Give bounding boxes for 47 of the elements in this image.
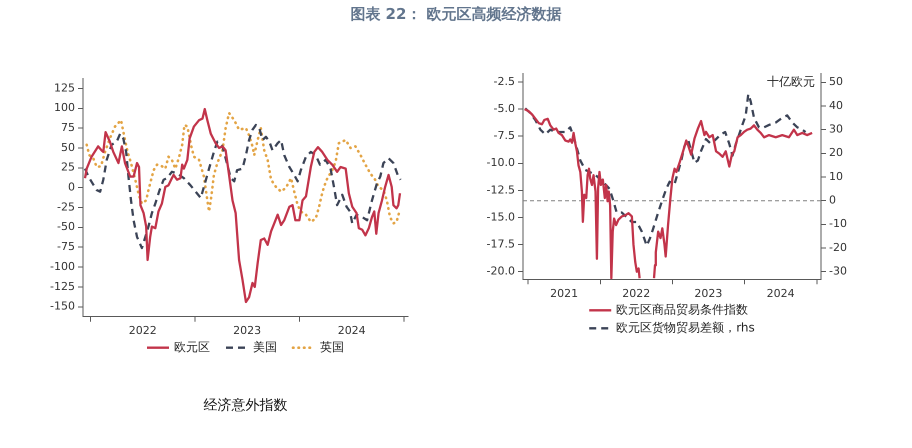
y-tick-label: 50 [61, 140, 75, 154]
legend-label: 欧元区商品贸易条件指数 [616, 302, 748, 316]
y-tick-label: -2.5 [494, 74, 515, 88]
legend-label: 欧元区 [174, 340, 210, 354]
line-series [85, 112, 401, 225]
y-tick-label: -7.5 [494, 129, 515, 142]
y2-tick-label: 40 [829, 98, 843, 112]
x-tick-label: 2024 [338, 324, 366, 338]
y-tick-label: -12.5 [486, 183, 515, 196]
y2-tick-label: -10 [829, 217, 847, 230]
y-tick-label: -125 [50, 280, 75, 293]
line-series [524, 92, 807, 247]
y-tick-label: -25 [57, 200, 75, 214]
y2-axis-title: 十亿欧元 [767, 74, 815, 88]
x-tick-label: 2021 [550, 286, 578, 300]
y2-tick-label: 30 [829, 122, 843, 136]
y-tick-label: -75 [57, 240, 75, 254]
y2-tick-label: -20 [829, 240, 847, 254]
text: 图表 22： 欧元区高频经济数据 [350, 5, 562, 24]
x-tick-label: 2022 [622, 286, 650, 300]
y-tick-label: -50 [57, 220, 75, 234]
y2-tick-label: -30 [829, 264, 847, 278]
x-tick-label: 2022 [128, 324, 157, 338]
y-tick-label: -15.0 [486, 210, 515, 224]
y-tick-label: -150 [50, 300, 75, 313]
y2-tick-label: 10 [829, 170, 843, 183]
y-tick-label: -20.0 [486, 264, 515, 278]
y2-tick-label: 20 [829, 146, 843, 160]
y-tick-label: 100 [54, 101, 75, 114]
y2-tick-label: 0 [829, 194, 836, 207]
y-tick-label: 125 [54, 81, 75, 94]
x-tick-label: 2024 [766, 286, 795, 300]
x-tick-label: 2023 [694, 286, 722, 300]
text: 经济意外指数 [204, 397, 288, 414]
x-tick-label: 2023 [233, 324, 262, 338]
y-tick-label: -100 [50, 260, 75, 273]
y-tick-label: 75 [61, 120, 75, 134]
y-tick-label: -10.0 [486, 156, 515, 170]
y-tick-label: 0 [68, 180, 75, 194]
legend-label: 英国 [320, 340, 344, 354]
legend-label: 美国 [253, 340, 277, 354]
y2-tick-label: 50 [829, 75, 843, 88]
y-tick-label: -17.5 [486, 237, 515, 250]
line-series [84, 124, 402, 250]
legend-label: 欧元区货物贸易差额，rhs [616, 320, 755, 334]
y-tick-label: 25 [61, 160, 75, 174]
y-tick-label: -5.0 [494, 102, 515, 115]
